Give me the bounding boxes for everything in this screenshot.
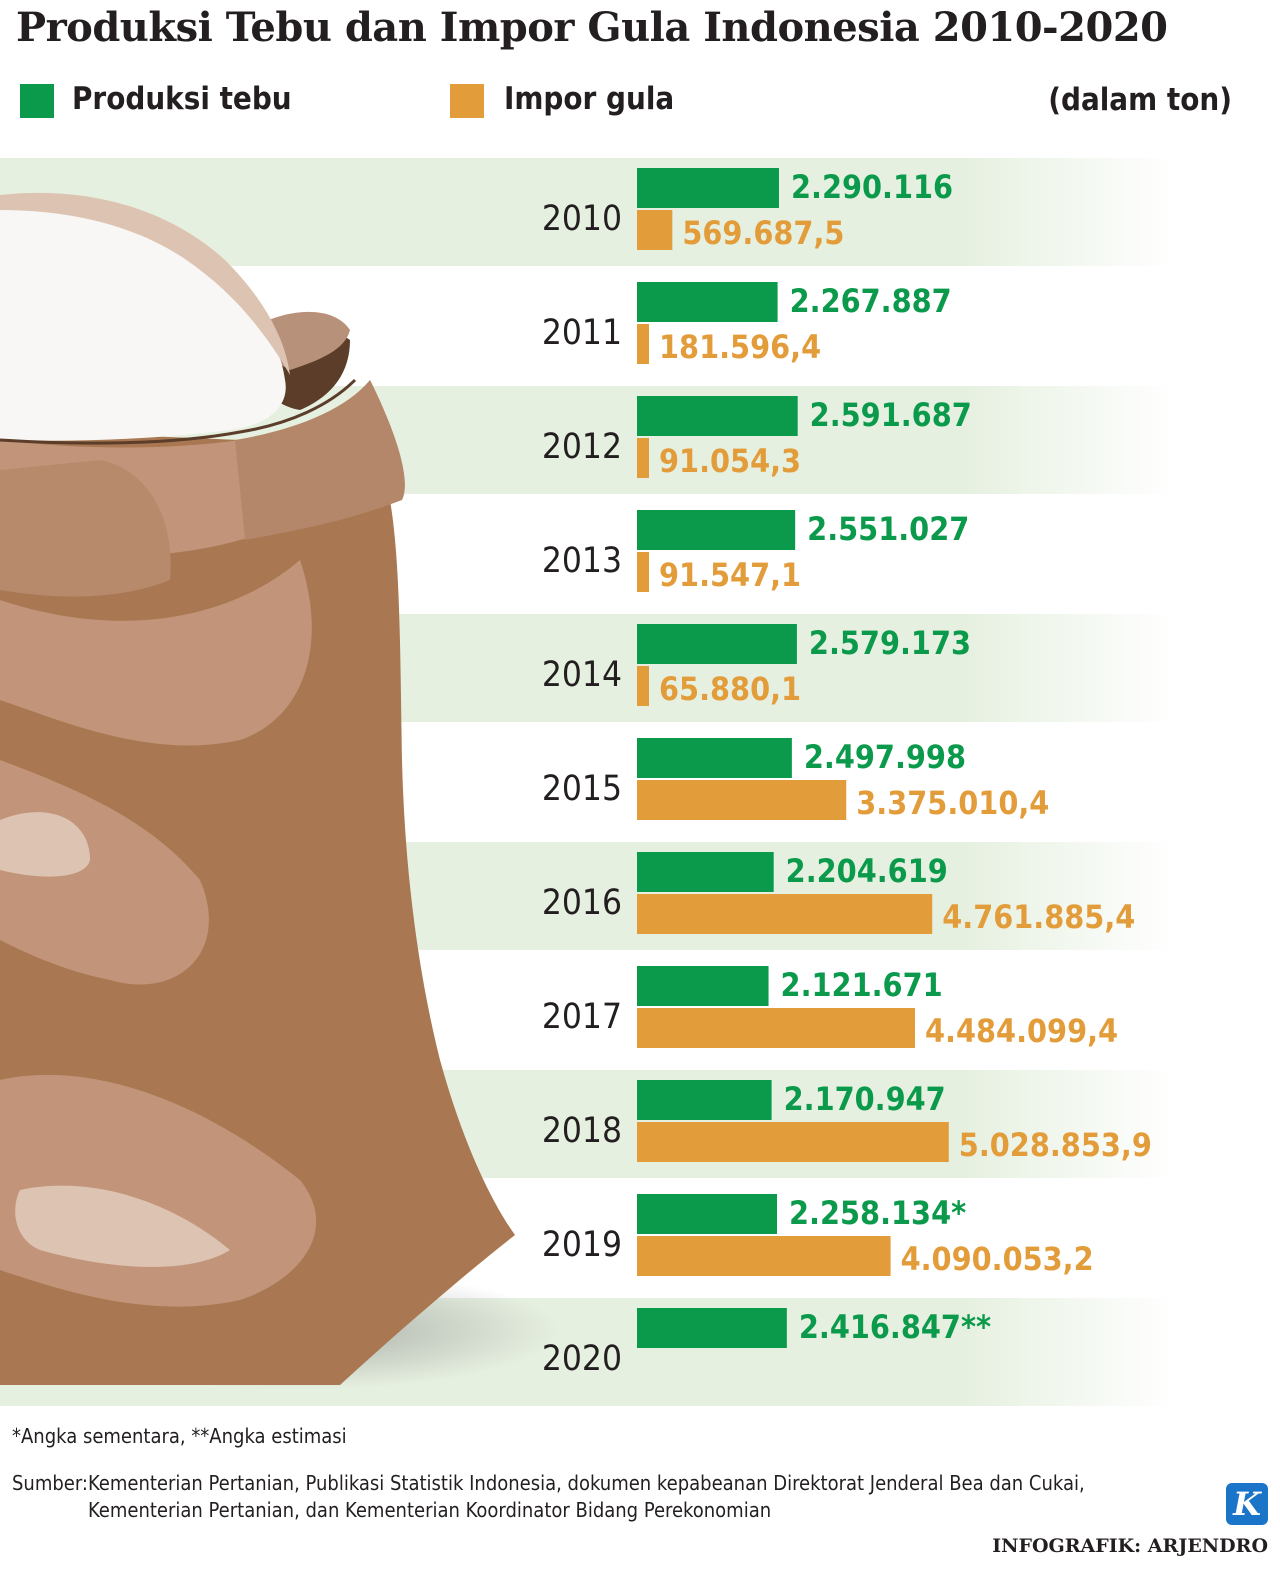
sack-rim-left-fold: [0, 460, 171, 597]
bar-impor-gula-2011: [637, 324, 649, 364]
legend-label-impor: Impor gula: [504, 81, 675, 117]
value-label-produksi-tebu-2014: 2.579.173: [809, 624, 971, 662]
bar-impor-gula-2017: [637, 1008, 916, 1048]
unit-label: (dalam ton): [1048, 82, 1232, 118]
year-label-2011: 2011: [542, 313, 622, 353]
bar-produksi-tebu-2018: [637, 1080, 772, 1120]
chart-title: Produksi Tebu dan Impor Gula Indonesia 2…: [16, 4, 1168, 51]
bar-produksi-tebu-2011: [637, 282, 778, 322]
bar-rows: 2010 2.290.116 569.687,5 2011 2.267.887 181.5…: [542, 168, 1152, 1379]
value-label-impor-gula-2012: 91.054,3: [659, 442, 801, 480]
bar-produksi-tebu-2013: [637, 510, 796, 550]
footnote: *Angka sementara, **Angka estimasi: [12, 1424, 347, 1448]
year-label-2020: 2020: [542, 1339, 622, 1379]
value-label-impor-gula-2014: 65.880,1: [659, 670, 801, 708]
legend-swatch-produksi: [20, 84, 54, 118]
value-label-impor-gula-2015: 3.375.010,4: [856, 784, 1049, 822]
sack-rim-right: [235, 380, 405, 540]
sack-fold-highlight-1: [0, 812, 90, 877]
bar-impor-gula-2015: [637, 780, 847, 820]
year-label-2018: 2018: [542, 1111, 622, 1151]
value-label-produksi-tebu-2020: 2.416.847**: [799, 1308, 991, 1346]
value-label-produksi-tebu-2012: 2.591.687: [810, 396, 972, 434]
year-label-2016: 2016: [542, 883, 622, 923]
source-note: Sumber: Kementerian Pertanian, Publikasi…: [12, 1470, 1085, 1522]
legend-label-produksi: Produksi tebu: [72, 81, 292, 117]
year-label-2010: 2010: [542, 199, 622, 239]
year-label-2019: 2019: [542, 1225, 622, 1265]
year-label-2013: 2013: [542, 541, 622, 581]
bar-impor-gula-2012: [637, 438, 649, 478]
value-label-impor-gula-2010: 569.687,5: [682, 214, 844, 252]
infographic-credit: INFOGRAFIK: ARJENDRO: [992, 1535, 1268, 1557]
sack-fold-light-1: [0, 560, 312, 746]
sack-fold-highlight-2: [15, 1185, 231, 1267]
bar-impor-gula-2010: [637, 210, 673, 250]
value-label-produksi-tebu-2016: 2.204.619: [786, 852, 948, 890]
source-label: Sumber:: [12, 1471, 88, 1495]
value-label-produksi-tebu-2011: 2.267.887: [790, 282, 952, 320]
source-line-1: Kementerian Pertanian, Publikasi Statist…: [88, 1471, 1085, 1495]
bar-produksi-tebu-2017: [637, 966, 769, 1006]
value-label-produksi-tebu-2010: 2.290.116: [791, 168, 953, 206]
year-label-2017: 2017: [542, 997, 622, 1037]
year-label-2014: 2014: [542, 655, 622, 695]
sugar-mound: [0, 202, 286, 441]
bar-impor-gula-2019: [637, 1236, 891, 1276]
year-label-2015: 2015: [542, 769, 622, 809]
value-label-produksi-tebu-2018: 2.170.947: [784, 1080, 946, 1118]
kompas-logo: K: [1226, 1483, 1268, 1525]
year-label-2012: 2012: [542, 427, 622, 467]
bar-chart: 2010 2.290.116 569.687,5 2011 2.267.887 181.5…: [0, 158, 1175, 1406]
bar-produksi-tebu-2014: [637, 624, 797, 664]
source-line-2: Kementerian Pertanian, dan Kementerian K…: [88, 1498, 772, 1522]
value-label-produksi-tebu-2015: 2.497.998: [804, 738, 966, 776]
value-label-impor-gula-2016: 4.761.885,4: [942, 898, 1135, 936]
bar-produksi-tebu-2012: [637, 396, 798, 436]
value-label-impor-gula-2018: 5.028.853,9: [959, 1126, 1152, 1164]
value-label-produksi-tebu-2013: 2.551.027: [807, 510, 969, 548]
value-label-produksi-tebu-2019: 2.258.134*: [789, 1194, 966, 1232]
bar-impor-gula-2018: [637, 1122, 949, 1162]
sugar-sack-illustration: [0, 192, 560, 1390]
value-label-impor-gula-2013: 91.547,1: [659, 556, 801, 594]
bar-impor-gula-2014: [637, 666, 649, 706]
sugar-mound-edge: [0, 192, 290, 375]
value-label-produksi-tebu-2017: 2.121.671: [781, 966, 943, 1004]
bar-produksi-tebu-2015: [637, 738, 792, 778]
bar-impor-gula-2016: [637, 894, 933, 934]
bar-produksi-tebu-2019: [637, 1194, 778, 1234]
value-label-impor-gula-2011: 181.596,4: [659, 328, 821, 366]
bar-produksi-tebu-2016: [637, 852, 774, 892]
legend-swatch-impor: [450, 84, 484, 118]
value-label-impor-gula-2019: 4.090.053,2: [901, 1240, 1094, 1278]
bar-impor-gula-2013: [637, 552, 649, 592]
value-label-impor-gula-2017: 4.484.099,4: [925, 1012, 1118, 1050]
sugar-rim-line: [0, 378, 357, 445]
bar-produksi-tebu-2020: [637, 1308, 787, 1348]
bar-produksi-tebu-2010: [637, 168, 779, 208]
